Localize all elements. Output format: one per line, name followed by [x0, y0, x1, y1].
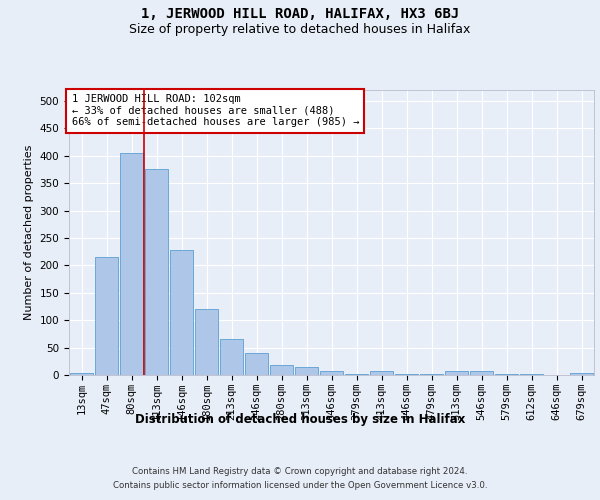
- Bar: [145, 170, 169, 375]
- Bar: [95, 257, 118, 375]
- Bar: [119, 153, 143, 375]
- Bar: [320, 371, 343, 375]
- Bar: [419, 374, 443, 375]
- Bar: [395, 374, 418, 375]
- Bar: [170, 250, 193, 375]
- Y-axis label: Number of detached properties: Number of detached properties: [24, 145, 34, 320]
- Bar: [269, 365, 293, 375]
- Bar: [70, 373, 94, 375]
- Bar: [445, 371, 469, 375]
- Bar: [245, 353, 268, 375]
- Bar: [344, 374, 368, 375]
- Bar: [494, 374, 518, 375]
- Text: 1, JERWOOD HILL ROAD, HALIFAX, HX3 6BJ: 1, JERWOOD HILL ROAD, HALIFAX, HX3 6BJ: [141, 8, 459, 22]
- Bar: [370, 371, 394, 375]
- Text: Contains HM Land Registry data © Crown copyright and database right 2024.: Contains HM Land Registry data © Crown c…: [132, 468, 468, 476]
- Text: Size of property relative to detached houses in Halifax: Size of property relative to detached ho…: [130, 22, 470, 36]
- Text: Contains public sector information licensed under the Open Government Licence v3: Contains public sector information licen…: [113, 481, 487, 490]
- Bar: [194, 309, 218, 375]
- Text: Distribution of detached houses by size in Halifax: Distribution of detached houses by size …: [135, 412, 465, 426]
- Bar: [220, 340, 244, 375]
- Bar: [295, 368, 319, 375]
- Bar: [569, 373, 593, 375]
- Bar: [520, 374, 544, 375]
- Bar: [470, 371, 493, 375]
- Text: 1 JERWOOD HILL ROAD: 102sqm
← 33% of detached houses are smaller (488)
66% of se: 1 JERWOOD HILL ROAD: 102sqm ← 33% of det…: [71, 94, 359, 128]
